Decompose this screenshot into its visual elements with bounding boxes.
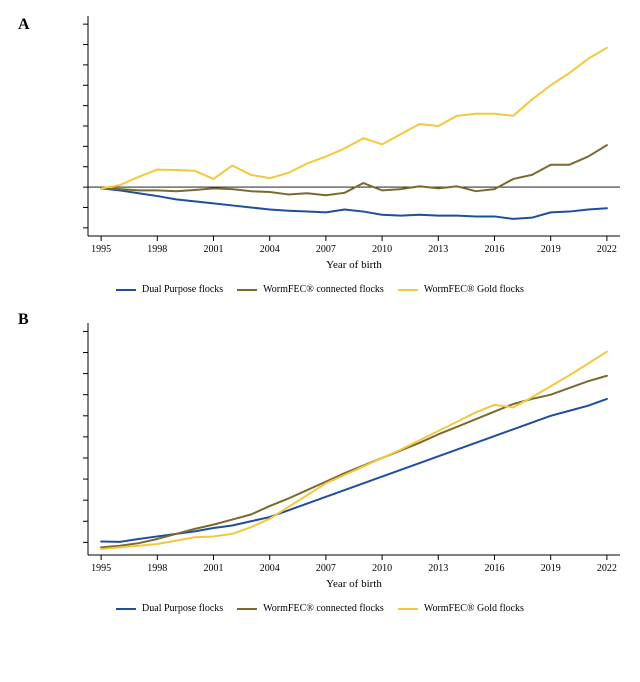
- legend-label: Dual Purpose flocks: [142, 603, 223, 614]
- svg-text:2022: 2022: [597, 563, 617, 574]
- svg-text:2016: 2016: [484, 563, 504, 574]
- panel-b-legend: Dual Purpose flocks WormFEC® connected f…: [4, 603, 636, 614]
- svg-text:2004: 2004: [260, 244, 280, 255]
- svg-text:1995: 1995: [91, 563, 111, 574]
- legend-item-wormfec-connected: WormFEC® connected flocks: [237, 284, 384, 295]
- legend-swatch: [116, 289, 136, 291]
- svg-text:2001: 2001: [204, 563, 224, 574]
- svg-text:2013: 2013: [428, 563, 448, 574]
- legend-item-wormfec-connected: WormFEC® connected flocks: [237, 603, 384, 614]
- svg-text:2019: 2019: [541, 563, 561, 574]
- legend-label: WormFEC® Gold flocks: [424, 284, 524, 295]
- legend-swatch: [237, 608, 257, 610]
- legend-label: WormFEC® connected flocks: [263, 284, 384, 295]
- svg-text:2010: 2010: [372, 244, 392, 255]
- legend-swatch: [398, 289, 418, 291]
- panel-b-label: B: [18, 311, 29, 329]
- svg-text:2010: 2010: [372, 563, 392, 574]
- svg-text:1998: 1998: [147, 563, 167, 574]
- panel-a-legend: Dual Purpose flocks WormFEC® connected f…: [4, 284, 636, 295]
- svg-text:2001: 2001: [204, 244, 224, 255]
- legend-item-dual-purpose: Dual Purpose flocks: [116, 603, 223, 614]
- legend-item-wormfec-gold: WormFEC® Gold flocks: [398, 603, 524, 614]
- panel-a-label: A: [18, 16, 30, 34]
- legend-label: WormFEC® Gold flocks: [424, 603, 524, 614]
- figure-page: A 1995 1998 2001 2004 2007 2010 2013 2016 2019 20…: [0, 0, 640, 682]
- svg-text:2004: 2004: [260, 563, 280, 574]
- legend-item-dual-purpose: Dual Purpose flocks: [116, 284, 223, 295]
- svg-text:2007: 2007: [316, 563, 336, 574]
- svg-text:2013: 2013: [428, 244, 448, 255]
- panel-b: B 19951998200120042007201020132016201920…: [4, 317, 636, 614]
- svg-text:2022: 2022: [597, 244, 617, 255]
- svg-text:Year of birth: Year of birth: [326, 578, 382, 590]
- legend-swatch: [398, 608, 418, 610]
- svg-text:2019: 2019: [541, 244, 561, 255]
- svg-text:2007: 2007: [316, 244, 336, 255]
- panel-a-plot: 1995 1998 2001 2004 2007 2010 2013 2016 2019 2022…: [80, 10, 628, 278]
- panel-a: A 1995 1998 2001 2004 2007 2010 2013 2016 2019 20…: [4, 10, 636, 295]
- svg-text:Year of birth: Year of birth: [326, 259, 382, 271]
- legend-label: WormFEC® connected flocks: [263, 603, 384, 614]
- legend-label: Dual Purpose flocks: [142, 284, 223, 295]
- svg-text:2016: 2016: [484, 244, 504, 255]
- svg-text:1998: 1998: [147, 244, 167, 255]
- legend-item-wormfec-gold: WormFEC® Gold flocks: [398, 284, 524, 295]
- legend-swatch: [237, 289, 257, 291]
- panel-b-plot: 1995 1998 2001 2004 2007 2010 2013 2016 2019 2022…: [80, 317, 628, 597]
- svg-text:1995: 1995: [91, 244, 111, 255]
- legend-swatch: [116, 608, 136, 610]
